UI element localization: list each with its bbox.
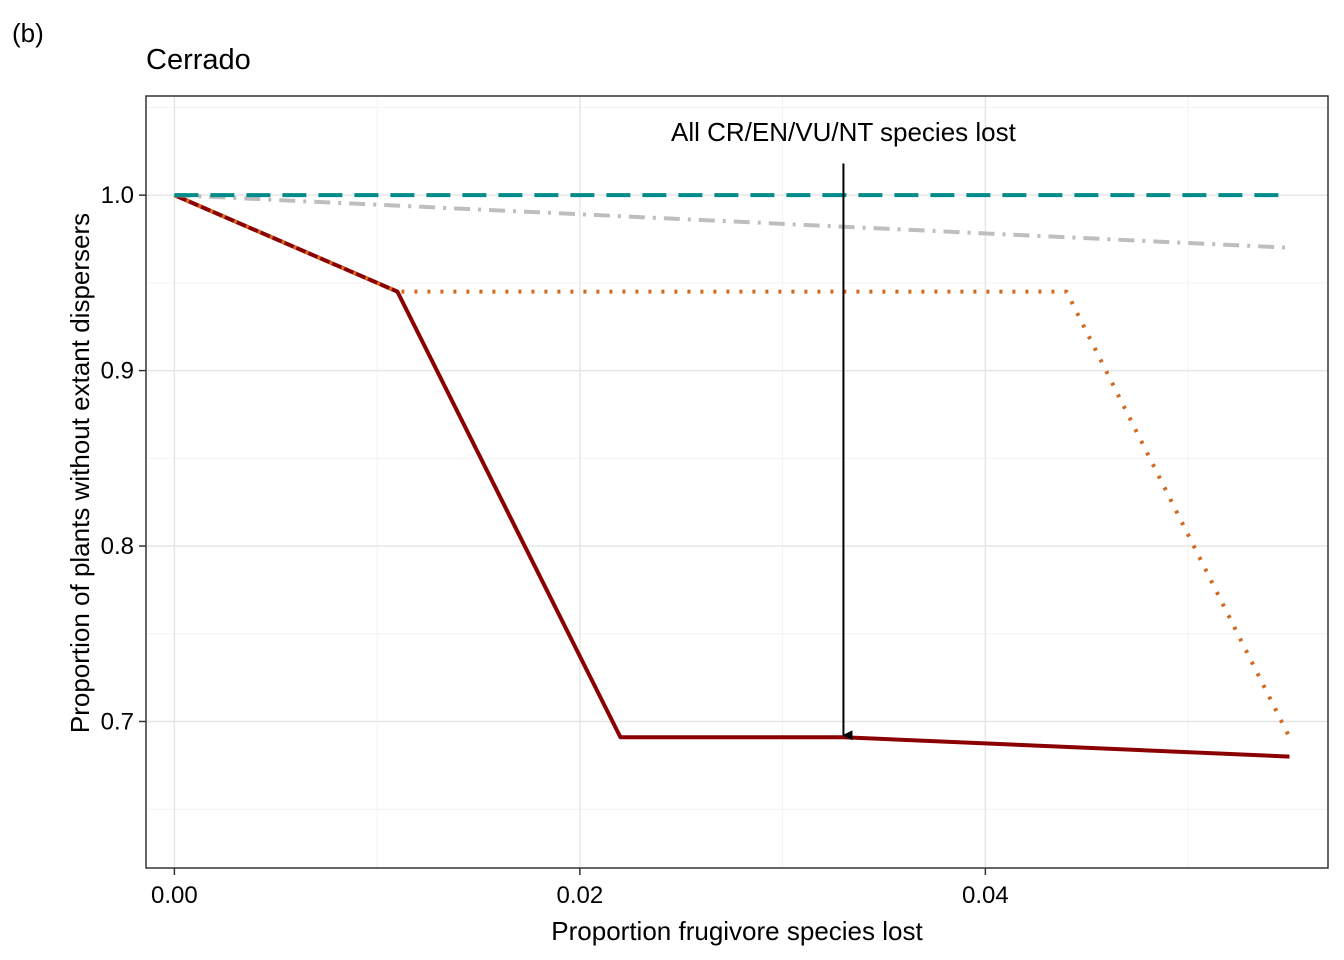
y-tick-label: 1.0 xyxy=(101,182,134,209)
y-tick-label: 0.7 xyxy=(101,708,134,735)
y-tick-label: 0.9 xyxy=(101,358,134,385)
panel-tag: (b) xyxy=(12,18,44,48)
x-tick-label: 0.04 xyxy=(962,882,1009,909)
x-axis-label: Proportion frugivore species lost xyxy=(551,916,923,946)
annotation: All CR/EN/VU/NT species lost xyxy=(671,117,1017,741)
plot-panel-border xyxy=(145,95,1329,869)
gridlines xyxy=(146,96,1328,868)
series-line-1 xyxy=(173,193,1290,759)
annotation-label: All CR/EN/VU/NT species lost xyxy=(671,117,1017,147)
x-axis: 0.00 0.02 0.04 xyxy=(151,868,1009,909)
series-line-3 xyxy=(174,193,1290,250)
y-tick-label: 0.8 xyxy=(101,533,134,560)
y-axis-label: Proportion of plants without extant disp… xyxy=(65,213,95,733)
x-tick-label: 0.02 xyxy=(557,882,604,909)
x-tick-label: 0.00 xyxy=(151,882,198,909)
series-lines xyxy=(173,193,1292,759)
series-line-2 xyxy=(173,193,1292,739)
y-axis: 0.7 0.8 0.9 1.0 xyxy=(101,182,146,735)
chart-title: Cerrado xyxy=(146,44,251,76)
